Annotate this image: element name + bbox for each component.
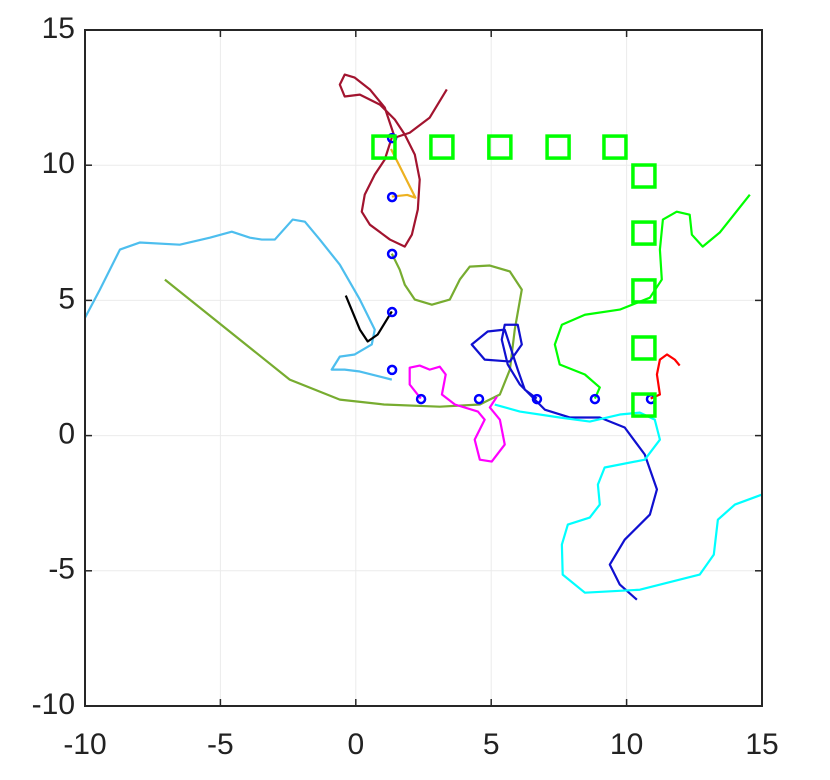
square-marker	[631, 335, 657, 361]
x-tick-label: -10	[63, 728, 106, 761]
trajectory	[494, 403, 763, 594]
y-tick-label: 0	[58, 418, 75, 451]
y-tick-label: -10	[32, 688, 75, 721]
trajectory	[470, 323, 659, 601]
trajectory	[344, 295, 393, 343]
square-marker	[631, 163, 657, 189]
trajectory	[338, 73, 448, 248]
y-tick-label: 10	[42, 147, 75, 180]
square-marker	[487, 134, 513, 160]
y-tick-label: -5	[48, 553, 75, 586]
circle-marker	[589, 393, 601, 405]
circle-marker	[415, 393, 427, 405]
y-tick-label: 15	[42, 12, 75, 45]
x-tick-label: 10	[610, 728, 643, 761]
trajectory	[650, 353, 681, 400]
square-marker	[602, 134, 628, 160]
square-marker	[371, 134, 397, 160]
y-tick-label: 5	[58, 282, 75, 315]
circle-marker	[386, 306, 398, 318]
x-tick-label: -5	[207, 728, 234, 761]
square-marker	[631, 278, 657, 304]
circle-marker	[386, 364, 398, 376]
x-tick-label: 0	[347, 728, 364, 761]
circle-marker	[531, 393, 543, 405]
square-marker	[631, 392, 657, 418]
trajectory	[408, 364, 506, 463]
square-marker	[631, 220, 657, 246]
circle-marker	[386, 248, 398, 260]
circle-marker	[386, 191, 398, 203]
trajectory	[84, 218, 393, 381]
circle-marker	[473, 393, 485, 405]
axes-box	[84, 29, 763, 707]
x-tick-label: 15	[745, 728, 778, 761]
trajectory	[164, 253, 523, 408]
square-marker	[545, 134, 571, 160]
x-tick-label: 5	[483, 728, 500, 761]
square-marker	[429, 134, 455, 160]
